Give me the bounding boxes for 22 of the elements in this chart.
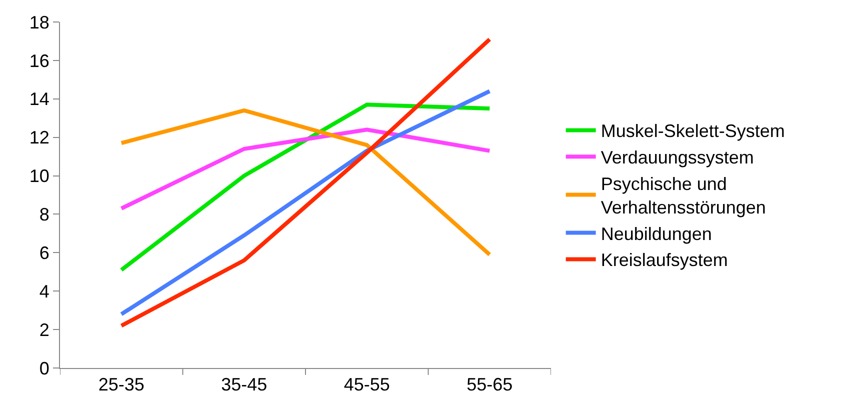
y-tick-label: 12 [29, 128, 50, 148]
legend-label: Neubildungen [600, 224, 712, 244]
x-tick-label: 45-55 [344, 374, 390, 395]
legend-label: Kreislaufsystem [600, 250, 728, 270]
line-series [119, 89, 492, 316]
x-tick-label: 55-65 [466, 374, 513, 395]
x-tick-label: 25-35 [98, 374, 144, 395]
y-tick-label: 10 [29, 166, 50, 186]
legend-label: Muskel-Skelett-System [600, 121, 785, 142]
legend-label: Verdauungssystem [600, 148, 754, 168]
y-tick-label: 16 [29, 50, 50, 71]
y-tick-label: 0 [39, 358, 50, 378]
y-tick-label: 4 [39, 281, 50, 302]
y-tick-label: 8 [39, 204, 50, 225]
line-series [119, 37, 492, 328]
line-series [119, 128, 492, 210]
y-tick-label: 6 [39, 242, 50, 263]
legend-label: Psychische und Verhaltensstörungen [600, 174, 766, 218]
x-tick-label: 35-45 [221, 374, 268, 395]
y-tick-label: 14 [29, 89, 50, 110]
y-tick-label: 2 [39, 320, 50, 340]
y-tick-label: 18 [29, 12, 50, 32]
